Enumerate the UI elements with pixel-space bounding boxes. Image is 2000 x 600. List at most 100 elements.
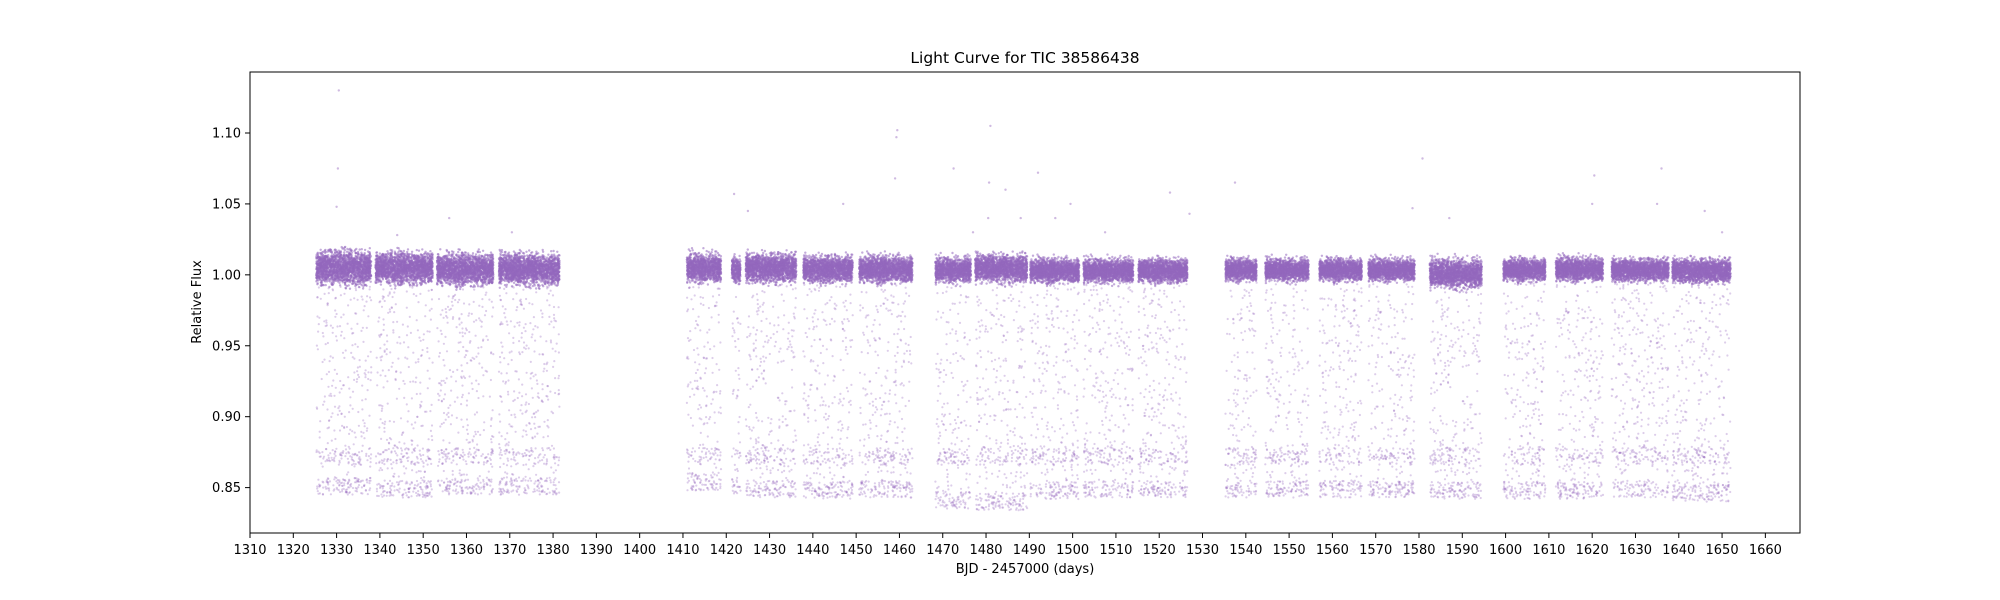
data-point	[327, 419, 331, 422]
data-point	[411, 469, 414, 472]
data-point	[365, 454, 368, 457]
data-point	[317, 286, 320, 289]
data-point	[327, 483, 330, 486]
data-point	[416, 255, 419, 258]
data-point	[349, 455, 352, 458]
data-point	[317, 276, 321, 280]
data-point	[383, 270, 386, 274]
data-point	[401, 496, 404, 499]
data-point	[383, 423, 386, 426]
data-point	[426, 455, 429, 458]
data-point	[399, 283, 402, 287]
data-point	[374, 281, 377, 284]
data-point	[418, 336, 421, 339]
data-point	[369, 479, 372, 482]
data-point	[356, 366, 359, 369]
data-point	[425, 266, 428, 269]
data-point	[381, 369, 384, 372]
data-point	[367, 260, 371, 263]
data-point	[416, 415, 419, 418]
data-point	[414, 421, 417, 424]
data-point	[328, 280, 331, 283]
data-point	[403, 396, 406, 399]
data-point	[377, 269, 381, 272]
data-point	[420, 487, 423, 491]
data-point	[338, 405, 341, 408]
data-point	[335, 339, 338, 342]
data-point	[386, 482, 389, 485]
data-point	[345, 250, 349, 253]
data-point	[320, 377, 323, 381]
data-point	[368, 288, 371, 291]
data-point	[331, 289, 335, 292]
data-point	[351, 390, 355, 393]
data-point	[398, 487, 401, 490]
data-point	[328, 285, 331, 289]
data-point	[351, 430, 354, 433]
data-point	[378, 256, 382, 260]
data-point	[335, 279, 338, 282]
data-point	[341, 281, 344, 284]
data-point	[407, 490, 410, 494]
data-point	[333, 476, 336, 479]
data-point	[329, 324, 332, 327]
data-point	[382, 386, 385, 389]
data-point	[410, 397, 413, 400]
data-point	[393, 485, 396, 488]
data-point	[350, 249, 353, 252]
data-point	[333, 429, 336, 432]
data-point	[429, 485, 432, 488]
data-point	[409, 380, 412, 383]
data-point	[421, 495, 424, 498]
data-point	[345, 452, 348, 455]
data-point	[391, 361, 394, 364]
data-point	[335, 372, 339, 375]
data-point	[410, 423, 413, 426]
data-point	[365, 269, 368, 272]
data-point	[361, 384, 364, 387]
data-point	[342, 266, 345, 269]
data-point	[390, 463, 393, 466]
data-point	[370, 371, 373, 374]
data-point	[387, 264, 391, 268]
data-point	[410, 495, 413, 498]
data-point	[340, 273, 343, 276]
data-point	[387, 311, 390, 314]
data-point	[330, 439, 333, 442]
data-point	[325, 373, 328, 376]
data-point	[320, 283, 323, 287]
data-point	[382, 450, 385, 453]
data-point	[424, 304, 427, 307]
data-point	[369, 476, 372, 480]
data-point	[361, 326, 364, 329]
data-point	[328, 487, 331, 490]
data-point	[395, 397, 398, 400]
data-point	[356, 298, 359, 301]
data-point	[415, 376, 418, 379]
data-point	[322, 335, 325, 338]
data-point	[426, 492, 429, 495]
data-point	[323, 265, 327, 269]
data-point	[355, 380, 358, 383]
data-point	[382, 494, 386, 497]
data-point	[354, 263, 357, 266]
data-point	[339, 334, 343, 337]
data-point	[418, 256, 421, 259]
data-point	[369, 457, 372, 460]
data-point	[334, 437, 337, 441]
data-point	[335, 272, 339, 276]
data-point	[421, 254, 424, 257]
data-point	[377, 320, 380, 323]
data-point	[426, 387, 429, 390]
data-point	[347, 252, 351, 255]
data-point	[354, 343, 357, 346]
data-point	[404, 270, 407, 273]
data-point	[331, 259, 334, 263]
data-point	[395, 462, 398, 465]
data-point	[419, 481, 422, 485]
data-point	[416, 329, 419, 332]
data-point	[379, 467, 382, 470]
data-point	[427, 480, 430, 483]
data-point	[411, 439, 414, 442]
data-segment	[315, 245, 373, 496]
